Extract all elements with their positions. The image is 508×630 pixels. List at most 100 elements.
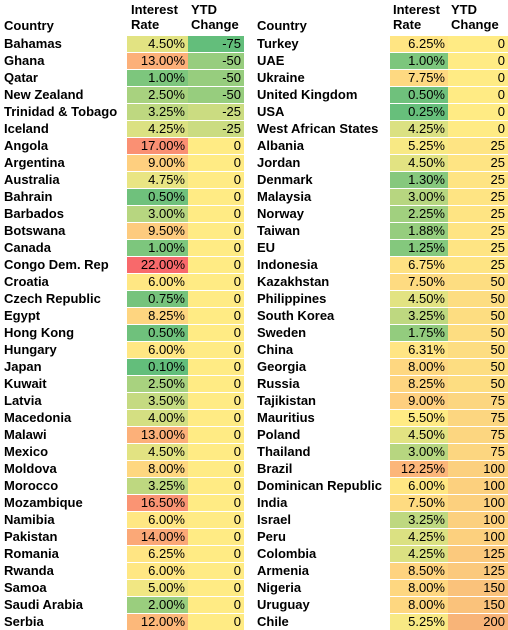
table-row: Angola 17.00% 0 Albania 5.25% 25 bbox=[0, 137, 508, 154]
interest-rate-cell: 1.00% bbox=[127, 240, 188, 256]
header-ytd-right-line1: YTD bbox=[451, 2, 477, 17]
country-cell: South Korea bbox=[257, 308, 335, 323]
country-cell: Armenia bbox=[257, 563, 310, 578]
interest-rate-cell: 8.25% bbox=[127, 308, 188, 324]
interest-rate-cell: 6.00% bbox=[127, 342, 188, 358]
country-cell: Samoa bbox=[4, 580, 47, 595]
interest-rate-cell: 1.75% bbox=[390, 325, 448, 341]
country-cell: India bbox=[257, 495, 288, 510]
country-cell: Canada bbox=[4, 240, 51, 255]
interest-rate-cell: 4.50% bbox=[390, 155, 448, 171]
ytd-change-cell: 100 bbox=[448, 461, 508, 477]
interest-rate-cell: 9.00% bbox=[127, 155, 188, 171]
country-cell: Moldova bbox=[4, 461, 57, 476]
interest-rate-cell: 6.75% bbox=[390, 257, 448, 273]
country-cell: Denmark bbox=[257, 172, 313, 187]
country-cell: West African States bbox=[257, 121, 379, 136]
interest-rate-cell: 0.50% bbox=[127, 325, 188, 341]
interest-rate-cell: 3.00% bbox=[390, 444, 448, 460]
table-row: Hong Kong 0.50% 0 Sweden 1.75% 50 bbox=[0, 324, 508, 341]
ytd-change-cell: 0 bbox=[188, 444, 244, 460]
table-row: Trinidad & Tobago 3.25% -25 USA 0.25% 0 bbox=[0, 103, 508, 120]
interest-rate-cell: 14.00% bbox=[127, 529, 188, 545]
interest-rate-cell: 2.50% bbox=[127, 87, 188, 103]
table-row: Croatia 6.00% 0 Kazakhstan 7.50% 50 bbox=[0, 273, 508, 290]
table-row: Hungary 6.00% 0 China 6.31% 50 bbox=[0, 341, 508, 358]
ytd-change-cell: 0 bbox=[188, 172, 244, 188]
country-cell: EU bbox=[257, 240, 276, 255]
ytd-change-cell: 25 bbox=[448, 138, 508, 154]
table-row: Moldova 8.00% 0 Brazil 12.25% 100 bbox=[0, 460, 508, 477]
ytd-change-cell: 0 bbox=[448, 121, 508, 137]
ytd-change-cell: 25 bbox=[448, 189, 508, 205]
country-cell: Jordan bbox=[257, 155, 301, 170]
interest-rate-cell: 7.50% bbox=[390, 274, 448, 290]
table-row: Iceland 4.25% -25 West African States 4.25% 0 bbox=[0, 120, 508, 137]
ytd-change-cell: 0 bbox=[188, 189, 244, 205]
ytd-change-cell: 0 bbox=[188, 342, 244, 358]
ytd-change-cell: 0 bbox=[188, 274, 244, 290]
interest-rate-cell: 4.50% bbox=[127, 444, 188, 460]
ytd-change-cell: 0 bbox=[188, 240, 244, 256]
interest-rate-cell: 13.00% bbox=[127, 53, 188, 69]
ytd-change-cell: 0 bbox=[188, 376, 244, 392]
ytd-change-cell: 125 bbox=[448, 563, 508, 579]
country-cell: Trinidad & Tobago bbox=[4, 104, 118, 119]
ytd-change-cell: 50 bbox=[448, 274, 508, 290]
country-cell: Albania bbox=[257, 138, 304, 153]
table-row: Serbia 12.00% 0 Chile 5.25% 200 bbox=[0, 613, 508, 630]
interest-rate-cell: 0.50% bbox=[127, 189, 188, 205]
interest-rate-cell: 1.25% bbox=[390, 240, 448, 256]
table-row: Bahrain 0.50% 0 Malaysia 3.00% 25 bbox=[0, 188, 508, 205]
interest-rate-cell: 6.00% bbox=[127, 563, 188, 579]
interest-rate-cell: 22.00% bbox=[127, 257, 188, 273]
header-ytd-right: YTD Change bbox=[451, 2, 499, 32]
interest-rate-cell: 3.00% bbox=[127, 206, 188, 222]
ytd-change-cell: 0 bbox=[448, 53, 508, 69]
ytd-change-cell: -50 bbox=[188, 87, 244, 103]
country-cell: Mexico bbox=[4, 444, 49, 459]
ytd-change-cell: 0 bbox=[188, 580, 244, 596]
country-cell: Russia bbox=[257, 376, 300, 391]
ytd-change-cell: -25 bbox=[188, 121, 244, 137]
country-cell: Saudi Arabia bbox=[4, 597, 83, 612]
country-cell: Malawi bbox=[4, 427, 47, 442]
ytd-change-cell: 0 bbox=[188, 308, 244, 324]
table-row: Ghana 13.00% -50 UAE 1.00% 0 bbox=[0, 52, 508, 69]
country-cell: Serbia bbox=[4, 614, 44, 629]
country-cell: New Zealand bbox=[4, 87, 84, 102]
table-row: Malawi 13.00% 0 Poland 4.50% 75 bbox=[0, 426, 508, 443]
interest-rate-cell: 8.00% bbox=[127, 461, 188, 477]
country-cell: Macedonia bbox=[4, 410, 72, 425]
interest-rate-cell: 8.25% bbox=[390, 376, 448, 392]
header-rate-left: Interest Rate bbox=[131, 2, 178, 32]
header-ytd-left-line1: YTD bbox=[191, 2, 217, 17]
interest-rate-cell: 4.00% bbox=[127, 410, 188, 426]
table-row: Czech Republic 0.75% 0 Philippines 4.50% 50 bbox=[0, 290, 508, 307]
ytd-change-cell: 25 bbox=[448, 155, 508, 171]
table-row: Mozambique 16.50% 0 India 7.50% 100 bbox=[0, 494, 508, 511]
country-cell: Bahamas bbox=[4, 36, 62, 51]
country-cell: Egypt bbox=[4, 308, 41, 323]
country-cell: Hungary bbox=[4, 342, 57, 357]
interest-rate-cell: 1.88% bbox=[390, 223, 448, 239]
country-cell: Bahrain bbox=[4, 189, 53, 204]
ytd-change-cell: 150 bbox=[448, 580, 508, 596]
country-cell: Philippines bbox=[257, 291, 327, 306]
country-cell: Botswana bbox=[4, 223, 66, 238]
table-row: Pakistan 14.00% 0 Peru 4.25% 100 bbox=[0, 528, 508, 545]
table-row: Bahamas 4.50% -75 Turkey 6.25% 0 bbox=[0, 35, 508, 52]
ytd-change-cell: 0 bbox=[188, 563, 244, 579]
country-cell: Ukraine bbox=[257, 70, 305, 85]
country-cell: Kuwait bbox=[4, 376, 47, 391]
table-row: Australia 4.75% 0 Denmark 1.30% 25 bbox=[0, 171, 508, 188]
interest-rate-cell: 1.30% bbox=[390, 172, 448, 188]
ytd-change-cell: 0 bbox=[448, 70, 508, 86]
header-rate-right: Interest Rate bbox=[393, 2, 440, 32]
ytd-change-cell: 0 bbox=[188, 597, 244, 613]
country-cell: Ghana bbox=[4, 53, 45, 68]
ytd-change-cell: 50 bbox=[448, 325, 508, 341]
country-cell: Nigeria bbox=[257, 580, 302, 595]
interest-rate-cell: 6.25% bbox=[127, 546, 188, 562]
ytd-change-cell: -75 bbox=[188, 36, 244, 52]
